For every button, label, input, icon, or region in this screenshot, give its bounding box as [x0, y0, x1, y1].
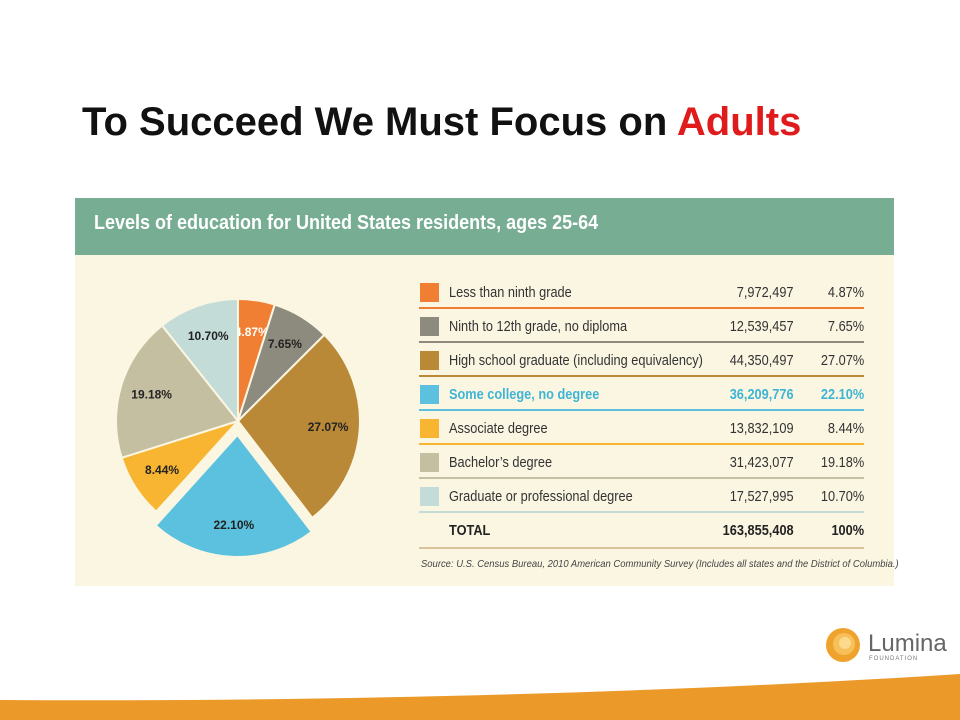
slide-title-accent: Adults — [676, 100, 802, 144]
panel-header: Levels of education for United States re… — [75, 198, 894, 255]
legend-row: High school graduate (including equivale… — [419, 345, 864, 379]
legend-label: Less than ninth grade — [449, 285, 572, 301]
slide-title-main: To Succeed We Must Focus on — [82, 100, 677, 144]
lumina-logo: Lumina FOUNDATION — [824, 626, 947, 666]
source-note: Source: U.S. Census Bureau, 2010 America… — [421, 558, 899, 570]
slide-title: To Succeed We Must Focus on Adults — [82, 100, 801, 145]
pie-slice-label: 19.18% — [131, 388, 172, 402]
pie-slice — [236, 333, 361, 520]
footer-band — [0, 674, 960, 720]
pie-slice-label: 10.70% — [188, 329, 229, 343]
legend-row: Bachelor’s degree 31,423,077 19.18% — [419, 447, 864, 481]
chart-panel: Levels of education for United States re… — [75, 198, 899, 586]
legend-percent: 8.44% — [827, 421, 864, 437]
legend-count: 36,209,776 — [730, 387, 794, 403]
legend-percent: 27.07% — [820, 353, 864, 369]
legend-underline — [419, 375, 864, 377]
legend-swatch — [420, 453, 439, 472]
lumina-logo-icon — [826, 628, 860, 662]
pie-slice-label: 8.44% — [145, 463, 179, 477]
legend-percent: 19.18% — [820, 455, 864, 471]
legend-label: Graduate or professional degree — [449, 489, 633, 505]
legend-percent: 22.10% — [820, 387, 864, 403]
legend-underline — [419, 477, 864, 479]
pie-slice-label: 22.10% — [213, 518, 254, 532]
legend-swatch — [420, 419, 439, 438]
legend-count: 44,350,497 — [730, 353, 794, 369]
legend-row: Ninth to 12th grade, no diploma 12,539,45… — [419, 311, 864, 345]
legend-swatch — [420, 283, 439, 302]
legend-underline — [419, 511, 864, 513]
legend-underline — [419, 341, 864, 343]
panel-header-title: Levels of education for United States re… — [94, 212, 599, 234]
legend-underline — [419, 307, 864, 309]
total-percent: 100% — [831, 523, 864, 539]
legend-row: Less than ninth grade 7,972,497 4.87% — [419, 277, 864, 311]
legend-count: 12,539,457 — [730, 319, 794, 335]
pie-slice-label: 27.07% — [308, 420, 349, 434]
legend-row: Some college, no degree 36,209,776 22.10% — [419, 379, 864, 413]
pie-slice — [160, 297, 239, 424]
total-count: 163,855,408 — [723, 523, 794, 539]
legend-label: Ninth to 12th grade, no diploma — [449, 319, 628, 335]
pie-slice-label: 7.65% — [268, 337, 302, 351]
pie-slice — [154, 433, 314, 558]
legend-label: Bachelor’s degree — [449, 455, 553, 471]
legend-percent: 4.87% — [827, 285, 864, 301]
legend-count: 7,972,497 — [737, 285, 794, 301]
legend-swatch — [420, 351, 439, 370]
total-rule — [419, 547, 864, 549]
legend-underline — [419, 443, 864, 445]
legend-swatch — [420, 487, 439, 506]
pie-slice-label: 4.87% — [235, 325, 269, 339]
legend-label: High school graduate (including equivale… — [449, 353, 703, 369]
total-label: TOTAL — [449, 523, 491, 539]
legend-row: Graduate or professional degree 17,527,99… — [419, 481, 864, 515]
legend-count: 13,832,109 — [730, 421, 794, 437]
legend-count: 17,527,995 — [730, 489, 794, 505]
legend-row: Associate degree 13,832,109 8.44% — [419, 413, 864, 447]
pie-chart: 4.87%7.65% 27.07% 22.10% 8.44% 19.18% 10.70% — [115, 297, 361, 558]
legend-underline — [419, 409, 864, 411]
pie-slice — [115, 324, 240, 460]
legend-percent: 10.70% — [820, 489, 864, 505]
legend-total-row: TOTAL 163,855,408 100% — [419, 515, 864, 551]
logo-subtitle: FOUNDATION — [869, 656, 919, 662]
legend-count: 31,423,077 — [730, 455, 794, 471]
legend-table: Less than ninth grade 7,972,497 4.87% Ninth… — [419, 277, 864, 551]
legend-swatch — [420, 385, 439, 404]
legend-percent: 7.65% — [827, 319, 864, 335]
legend-swatch — [420, 317, 439, 336]
logo-name: Lumina — [868, 630, 947, 657]
legend-label: Associate degree — [449, 421, 548, 437]
legend-label: Some college, no degree — [449, 387, 600, 403]
